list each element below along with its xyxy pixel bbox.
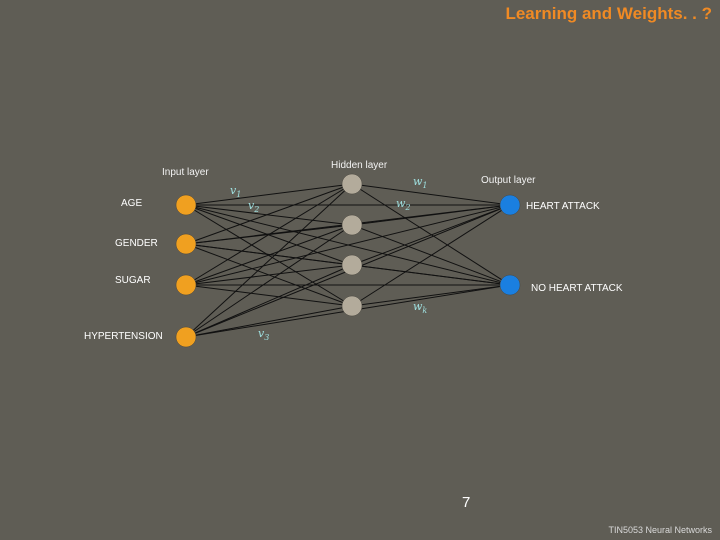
output-layer-label: Output layer [481,175,536,186]
weight-label-v1: v1 [230,184,242,200]
edge-input-4-hidden-4 [185,305,353,338]
edges-group [185,183,511,338]
edge-hidden-4-output-2 [351,284,511,307]
hidden-node-4 [341,295,363,317]
page-number: 7 [462,494,471,511]
hidden-node-1 [341,173,363,195]
weight-label-w2: w2 [396,197,411,213]
weight-label-v2: v2 [248,199,260,215]
input-label-gender: GENDER [115,238,158,249]
edge-input-3-output-1 [185,204,511,286]
input-label-hypertension: HYPERTENSION [84,331,163,342]
edge-hidden-4-output-1 [351,204,511,307]
edge-input-3-hidden-4 [185,284,353,307]
edge-input-4-hidden-3 [185,264,353,338]
input-layer-label: Input layer [162,167,209,178]
output-label-no-heart-attack: NO HEART ATTACK [531,283,623,294]
output-node-1 [499,194,521,216]
edge-input-3-hidden-3 [185,264,353,286]
edge-hidden-3-output-1 [351,204,511,266]
edge-input-4-hidden-2 [185,224,353,338]
edge-input-1-hidden-1 [185,183,353,206]
slide-title: Learning and Weights. . ? [505,4,712,23]
weight-label-v3: v3 [258,327,270,343]
input-label-sugar: SUGAR [115,275,151,286]
output-node-2 [499,274,521,296]
footer-text: TIN5053 Neural Networks [608,525,712,535]
edge-input-2-hidden-1 [185,183,353,245]
input-node-4 [175,326,197,348]
input-node-3 [175,274,197,296]
input-label-age: AGE [121,198,143,209]
edge-input-4-hidden-1 [185,183,353,338]
input-node-2 [175,233,197,255]
hidden-node-3 [341,254,363,276]
hidden-layer-label: Hidden layer [331,160,388,171]
hidden-node-2 [341,214,363,236]
edge-input-1-hidden-2 [185,204,353,226]
weight-label-w1: w1 [413,175,428,191]
output-label-heart-attack: HEART ATTACK [526,201,600,212]
nodes-group [175,173,521,348]
weight-label-wk: wk [413,300,428,316]
input-node-1 [175,194,197,216]
edge-hidden-1-output-1 [351,183,511,206]
